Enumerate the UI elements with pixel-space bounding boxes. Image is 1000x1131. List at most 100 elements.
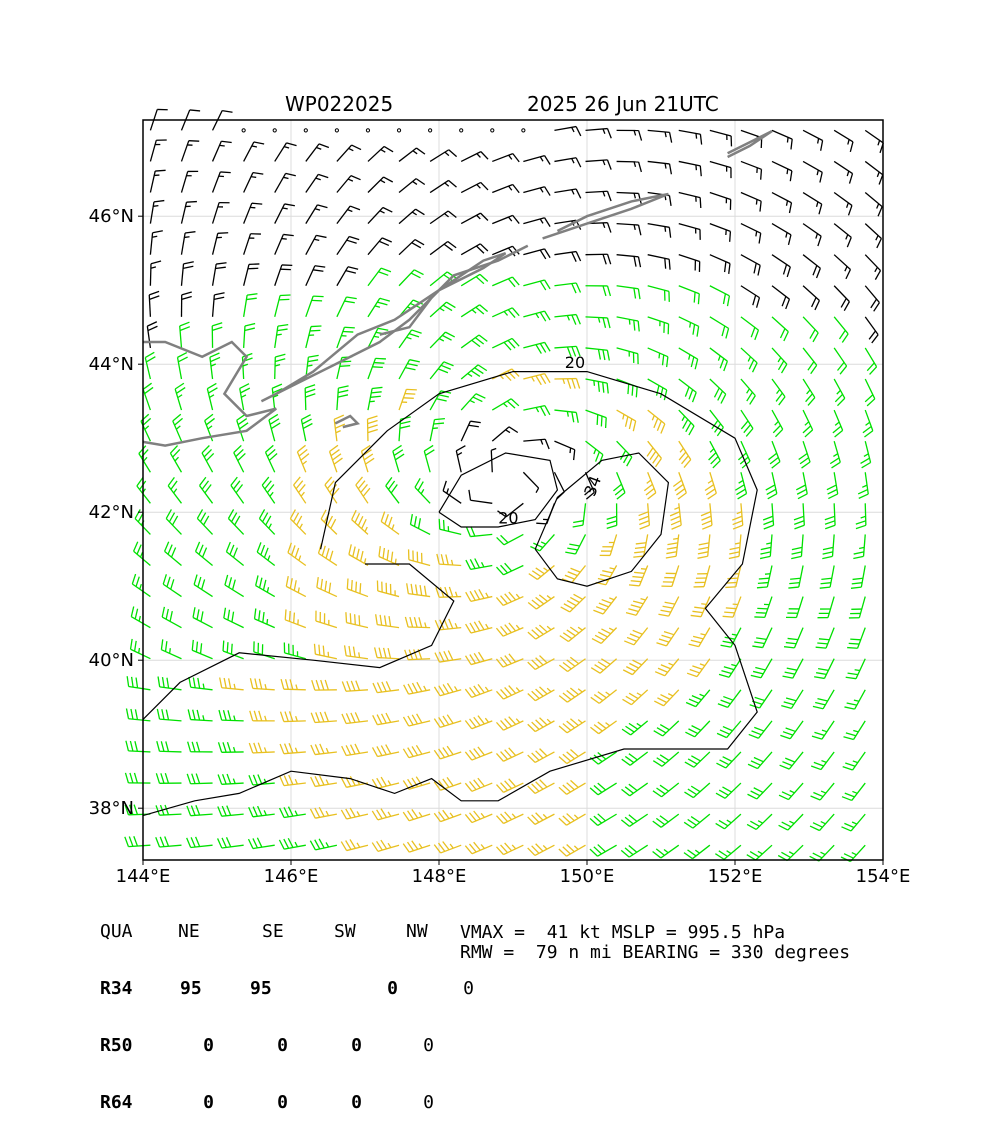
wind-barb: [784, 628, 803, 648]
wind-barb: [125, 836, 151, 846]
wind-barb: [656, 628, 678, 646]
wind-barb: [710, 286, 730, 306]
wind-barb: [139, 446, 151, 473]
wind-barb: [523, 342, 550, 353]
wind-barb: [250, 711, 275, 721]
wind-barb: [492, 427, 517, 441]
wind-barb: [523, 156, 550, 165]
wind-barb: [284, 642, 305, 658]
wind-barb: [225, 575, 244, 597]
wind-barb: [496, 563, 523, 575]
wind-barb: [796, 472, 807, 498]
wind-barb: [747, 845, 772, 860]
wind-barb: [280, 743, 306, 753]
wind-barb: [496, 623, 523, 636]
wind-barb: [629, 565, 648, 585]
wind-barb: [559, 780, 586, 794]
wind-barb: [244, 294, 258, 317]
wind-barb: [181, 171, 198, 192]
wind-barb: [234, 445, 246, 472]
wind-barb: [226, 542, 243, 565]
cell-r64-ne: 0: [180, 1093, 214, 1112]
wind-barb: [269, 414, 280, 441]
wind-barb: [813, 690, 834, 709]
wind-barb: [466, 526, 492, 536]
wind-barb: [648, 224, 671, 238]
wind-barb: [523, 187, 550, 196]
wind-barb: [648, 286, 670, 302]
wind-barb: [465, 842, 492, 854]
wind-barb: [586, 191, 612, 201]
wind-barb: [554, 379, 579, 389]
wind-barb: [256, 575, 275, 596]
wind-barb: [465, 716, 492, 729]
wind-barb: [586, 379, 609, 393]
wind-barb: [306, 296, 324, 317]
wind-barb: [772, 286, 789, 309]
wind-barb: [648, 255, 670, 270]
wind-barb: [591, 690, 617, 704]
wind-barb: [827, 472, 838, 498]
wind-barb: [679, 441, 691, 467]
wind-barb: [617, 224, 641, 236]
wind-barb: [670, 503, 681, 529]
wind-barb: [244, 203, 263, 223]
wind-barb: [187, 837, 213, 848]
col-nw: NW: [406, 921, 428, 942]
wind-barb: [337, 386, 349, 410]
wind-barb: [666, 534, 679, 558]
wind-barb: [330, 445, 343, 472]
wind-barb: [196, 542, 213, 566]
wind-barb: [811, 752, 834, 770]
wind-barb: [306, 266, 325, 286]
wind-barb: [752, 628, 772, 648]
wind-barb: [783, 659, 804, 678]
wind-barb: [654, 690, 678, 706]
wind-barb: [434, 841, 461, 852]
wind-barb: [372, 809, 399, 820]
wind-barb: [275, 143, 297, 162]
wind-barb: [573, 503, 586, 527]
map-frame: [143, 120, 883, 860]
wind-barb: [788, 565, 803, 588]
wind-barb: [617, 348, 639, 364]
wind-barb: [430, 419, 445, 442]
wind-barb: [689, 628, 710, 647]
wind-barb: [673, 472, 686, 499]
wind-barb: [399, 389, 417, 410]
wind-barb: [399, 179, 425, 193]
wind-barb: [559, 688, 585, 702]
wind-barb: [213, 141, 232, 161]
wind-barb: [528, 687, 555, 701]
wind-barb: [757, 565, 772, 587]
wind-barb: [188, 742, 213, 752]
wind-barb: [342, 744, 368, 756]
wind-barb: [345, 645, 368, 658]
wind-barb: [181, 232, 195, 255]
wind-barb: [748, 783, 772, 799]
wind-barb: [496, 779, 523, 793]
wind-barb: [648, 130, 672, 142]
wind-barb: [281, 711, 306, 721]
wind-barb: [687, 659, 710, 677]
wind-barb: [841, 845, 865, 861]
wind-barb: [685, 721, 709, 737]
wind-barb: [337, 297, 357, 317]
cell-r34-ne: 95: [180, 979, 250, 998]
wind-barb: [213, 233, 229, 255]
wind-barb: [834, 255, 850, 279]
wind-barb: [732, 503, 742, 529]
wind-barb: [306, 235, 327, 254]
wind-barb: [841, 814, 865, 831]
wind-barb: [654, 721, 679, 736]
wind-barb: [424, 445, 434, 472]
wind-barb: [738, 441, 750, 468]
wind-barb: [617, 441, 632, 466]
wind-barb: [622, 752, 648, 765]
wind-barb: [461, 335, 487, 348]
wind-barb: [686, 690, 710, 707]
wind-barb: [528, 718, 555, 732]
wind-barb: [803, 255, 820, 278]
wind-barb: [496, 843, 523, 855]
wind-barb: [465, 811, 492, 823]
